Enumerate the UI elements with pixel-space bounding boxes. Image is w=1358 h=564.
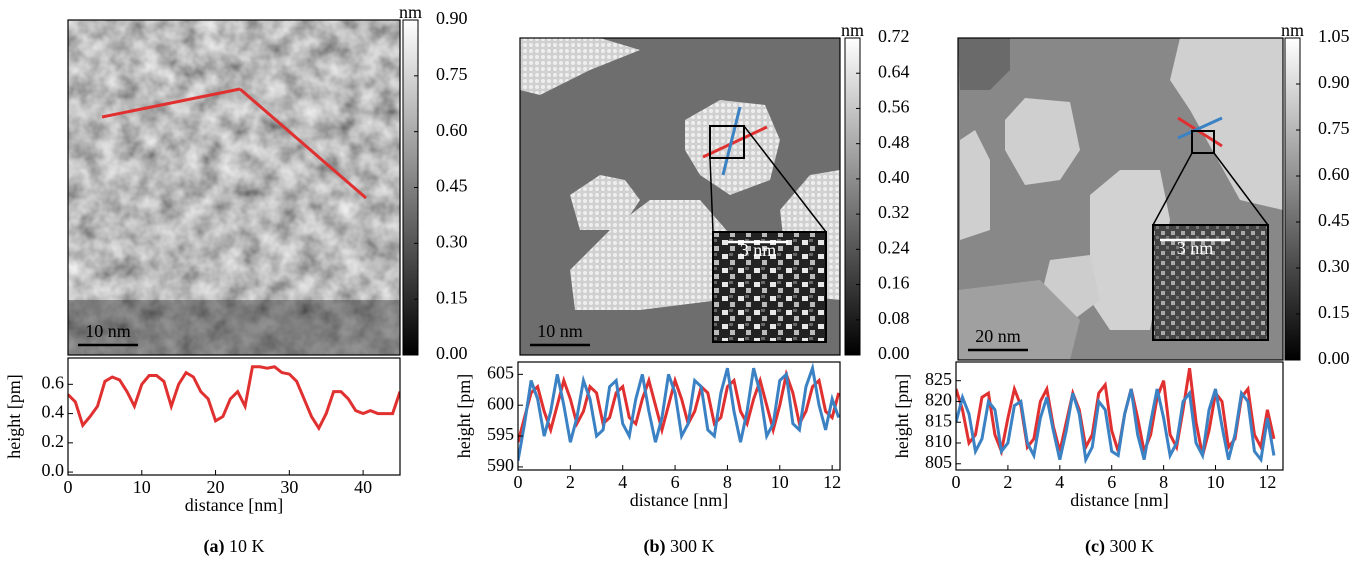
y-tick-label: 600 bbox=[487, 393, 514, 413]
x-tick-label: 2 bbox=[566, 472, 575, 492]
x-tick-label: 30 bbox=[280, 477, 298, 497]
y-tick-label: 820 bbox=[925, 390, 952, 410]
x-tick-label: 10 bbox=[133, 477, 151, 497]
x-tick-label: 10 bbox=[771, 472, 789, 492]
y-axis-label: height [pm] bbox=[454, 374, 474, 458]
y-axis-label: height [pm] bbox=[892, 374, 912, 458]
colorbar-tick-label: 0.72 bbox=[878, 26, 910, 46]
colorbar-tick-label: 0.16 bbox=[878, 273, 910, 293]
colorbar-label: nm bbox=[841, 20, 864, 40]
y-tick-label: 605 bbox=[487, 362, 514, 382]
colorbar-tick-label: 0.45 bbox=[1318, 210, 1350, 230]
stm-image-b bbox=[519, 37, 841, 356]
colorbar-tick-label: 0.00 bbox=[878, 343, 910, 363]
y-tick-label: 810 bbox=[925, 431, 952, 451]
x-tick-label: 4 bbox=[618, 472, 627, 492]
x-tick-label: 6 bbox=[1107, 472, 1116, 492]
y-tick-label: 0.6 bbox=[42, 372, 65, 392]
colorbar-tick-label: 0.45 bbox=[436, 176, 468, 196]
colorbar-tick-label: 0.30 bbox=[436, 231, 468, 251]
x-tick-label: 4 bbox=[1055, 472, 1064, 492]
y-tick-label: 815 bbox=[925, 410, 952, 430]
colorbar-tick-label: 0.64 bbox=[878, 61, 910, 81]
y-tick-label: 0.4 bbox=[42, 402, 65, 422]
colorbar-tick-label: 1.05 bbox=[1318, 26, 1350, 46]
x-tick-label: 0 bbox=[64, 477, 73, 497]
y-tick-label: 590 bbox=[487, 455, 514, 475]
caption-text: 300 K bbox=[670, 536, 715, 556]
caption-label: (a) bbox=[204, 536, 225, 557]
x-tick-label: 6 bbox=[671, 472, 680, 492]
x-tick-label: 40 bbox=[354, 477, 372, 497]
profile-line bbox=[956, 367, 1276, 457]
profile-line bbox=[956, 388, 1276, 465]
colorbar-tick-label: 0.00 bbox=[1318, 348, 1350, 368]
colorbar-tick-label: 0.60 bbox=[1318, 164, 1350, 184]
colorbar-label: nm bbox=[1281, 20, 1304, 40]
x-tick-label: 8 bbox=[1159, 472, 1168, 492]
colorbar bbox=[844, 37, 861, 356]
x-tick-label: 20 bbox=[207, 477, 225, 497]
y-tick-label: 805 bbox=[925, 452, 952, 472]
x-axis-label: distance [nm] bbox=[1070, 490, 1168, 510]
colorbar-tick-label: 0.32 bbox=[878, 202, 910, 222]
colorbar-tick-label: 0.75 bbox=[436, 64, 468, 84]
caption: (b) 300 K bbox=[644, 536, 715, 557]
caption-label: (c) bbox=[1085, 536, 1105, 557]
caption: (c) 300 K bbox=[1085, 536, 1154, 557]
caption: (a) 10 K bbox=[204, 536, 265, 557]
x-axis-label: distance [nm] bbox=[185, 495, 283, 515]
caption-text: 10 K bbox=[229, 536, 265, 556]
colorbar-tick-label: 0.40 bbox=[878, 167, 910, 187]
colorbar-tick-label: 0.75 bbox=[1318, 118, 1350, 138]
profile-line bbox=[518, 368, 840, 443]
colorbar-tick-label: 0.00 bbox=[436, 343, 468, 363]
x-tick-label: 0 bbox=[952, 472, 961, 492]
x-axis-label: distance [nm] bbox=[630, 490, 728, 510]
inset-scale-bar-label: 3 nm bbox=[740, 240, 777, 260]
plot-frame bbox=[955, 361, 1284, 471]
caption-label: (b) bbox=[644, 536, 666, 557]
x-tick-label: 0 bbox=[514, 472, 523, 492]
stm-image-c bbox=[957, 37, 1284, 361]
colorbar-label: nm bbox=[399, 2, 422, 22]
caption-text: 300 K bbox=[1109, 536, 1154, 556]
colorbar-tick-label: 0.08 bbox=[878, 308, 910, 328]
scale-bar-label: 20 nm bbox=[975, 326, 1021, 346]
y-axis-label: height [pm] bbox=[4, 374, 24, 458]
colorbar-tick-label: 0.60 bbox=[436, 120, 468, 140]
y-tick-label: 0.2 bbox=[42, 431, 65, 451]
plot-frame bbox=[67, 357, 401, 476]
x-tick-label: 10 bbox=[1207, 472, 1225, 492]
x-tick-label: 8 bbox=[723, 472, 732, 492]
y-tick-label: 0.0 bbox=[42, 460, 65, 480]
colorbar-tick-label: 0.48 bbox=[878, 132, 910, 152]
colorbar-tick-label: 0.30 bbox=[1318, 256, 1350, 276]
x-tick-label: 12 bbox=[823, 472, 841, 492]
colorbar-tick-label: 0.90 bbox=[1318, 72, 1350, 92]
colorbar-tick-label: 0.15 bbox=[436, 287, 468, 307]
y-tick-label: 595 bbox=[487, 424, 514, 444]
scale-bar-label: 10 nm bbox=[537, 321, 583, 341]
scale-bar-label: 10 nm bbox=[85, 321, 131, 341]
colorbar-tick-label: 0.15 bbox=[1318, 302, 1350, 322]
x-tick-label: 2 bbox=[1003, 472, 1012, 492]
colorbar-tick-label: 0.56 bbox=[878, 97, 910, 117]
colorbar bbox=[1284, 37, 1301, 361]
inset-scale-bar-label: 3 nm bbox=[1177, 238, 1214, 258]
colorbar-tick-label: 0.90 bbox=[436, 8, 468, 28]
y-tick-label: 825 bbox=[925, 369, 952, 389]
plot-frame bbox=[517, 361, 841, 471]
x-tick-label: 12 bbox=[1258, 472, 1276, 492]
profile-line bbox=[518, 362, 840, 462]
stm-image-a bbox=[67, 19, 401, 356]
colorbar-tick-label: 0.24 bbox=[878, 237, 910, 257]
profile-line bbox=[68, 365, 400, 432]
